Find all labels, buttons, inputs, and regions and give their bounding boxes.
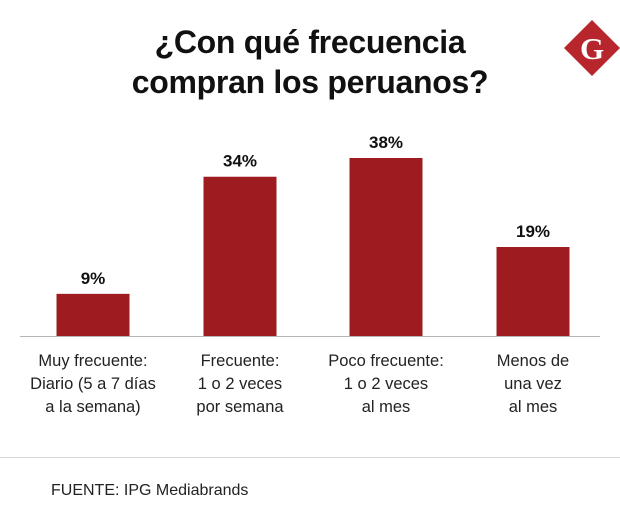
bar-value-label-4: 19% — [516, 222, 550, 241]
category-label-1-line-1: Muy frecuente: — [38, 352, 148, 370]
bar-2 — [203, 176, 277, 336]
category-label-1-line-3: a la semana) — [45, 398, 141, 416]
category-label-3-line-2: 1 o 2 veces — [343, 375, 429, 393]
category-label-2-line-2: 1 o 2 veces — [197, 375, 283, 393]
category-label-3-line-3: al mes — [361, 398, 411, 416]
category-label-3: Poco frecuente: 1 o 2 veces al mes — [311, 350, 461, 419]
category-label-3-line-1: Poco frecuente: — [328, 352, 444, 370]
category-label-2-line-1: Frecuente: — [200, 352, 280, 370]
category-label-1-line-2: Diario (5 a 7 días — [30, 375, 156, 393]
bar-value-label-2: 34% — [223, 152, 257, 171]
category-label-2-line-3: por semana — [196, 398, 284, 416]
chart-title-line-1: ¿Con qué frecuencia — [154, 24, 466, 60]
footer-divider — [0, 457, 620, 458]
bar-value-label-3: 38% — [369, 133, 403, 152]
category-label-4-line-1: Menos de — [496, 352, 570, 370]
bar-1 — [56, 293, 130, 336]
category-label-4-line-3: al mes — [508, 398, 558, 416]
chart-title: ¿Con qué frecuencia compran los peruanos… — [60, 22, 560, 102]
brand-logo: G — [564, 20, 620, 76]
source-note: FUENTE: IPG Mediabrands — [51, 482, 249, 499]
bar-4 — [496, 247, 570, 336]
category-label-1: Muy frecuente: Diario (5 a 7 días a la sem… — [18, 350, 168, 419]
category-label-4: Menos de una vez al mes — [458, 350, 608, 419]
brand-logo-diamond — [564, 20, 620, 76]
category-label-4-line-2: una vez — [504, 375, 562, 393]
chart-title-line-2: compran los peruanos? — [131, 64, 489, 100]
brand-logo-letter: G — [580, 31, 604, 66]
bar-3 — [349, 158, 423, 336]
category-label-2: Frecuente: 1 o 2 veces por semana — [165, 350, 315, 419]
bar-value-label-1: 9% — [81, 269, 106, 288]
